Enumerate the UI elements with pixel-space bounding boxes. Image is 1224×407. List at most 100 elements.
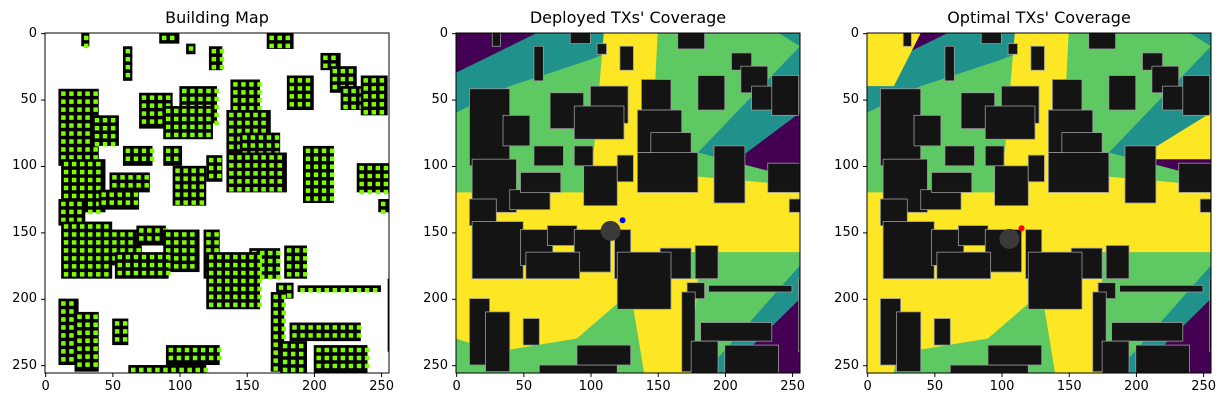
building <box>1027 154 1045 183</box>
rooftop-marker <box>93 91 98 96</box>
rooftop-marker <box>139 236 144 241</box>
y-tick-label: 250 <box>423 357 448 373</box>
rooftop-marker <box>141 95 147 100</box>
rooftop-marker <box>112 175 117 180</box>
rooftop-marker <box>329 188 335 193</box>
building <box>61 221 113 279</box>
rooftop-marker <box>273 294 278 300</box>
rooftop-marker <box>88 248 93 253</box>
rooftop-marker <box>63 272 69 277</box>
rooftop-marker <box>175 192 180 197</box>
rooftop-marker <box>316 288 321 293</box>
rooftop-marker <box>96 264 101 269</box>
building <box>573 105 625 140</box>
rooftop-marker <box>174 116 179 122</box>
rooftop-marker <box>367 181 372 187</box>
rooftop-marker <box>63 185 69 191</box>
rooftop-marker <box>85 338 90 343</box>
rooftop-marker <box>289 78 295 83</box>
rooftop-marker <box>136 183 141 188</box>
rooftop-marker <box>104 224 109 229</box>
rooftop-marker <box>128 240 133 245</box>
rooftop-marker <box>229 179 234 184</box>
rooftop-marker <box>63 169 69 175</box>
rooftop-marker <box>356 355 362 361</box>
rooftop-marker <box>125 156 131 162</box>
rooftop-marker <box>69 357 74 362</box>
rooftop-marker <box>211 56 217 62</box>
rooftop-marker <box>83 43 89 49</box>
rooftop-marker <box>375 181 381 187</box>
rooftop-marker <box>356 333 362 338</box>
rooftop-marker <box>199 184 205 189</box>
rooftop-marker <box>63 256 69 261</box>
rooftop-marker <box>182 240 187 245</box>
building <box>485 311 511 373</box>
rooftop-marker <box>277 35 282 41</box>
y-tick-label: 100 <box>423 158 448 174</box>
rooftop-marker <box>199 168 205 173</box>
panel-title: Optimal TXs' Coverage <box>947 8 1131 27</box>
rooftop-marker <box>187 367 192 373</box>
rooftop-marker <box>165 108 171 114</box>
rooftop-marker <box>61 325 66 330</box>
rooftop-marker <box>257 98 262 103</box>
rooftop-marker <box>285 35 291 41</box>
rooftop-marker <box>225 278 230 284</box>
rooftop-marker <box>249 90 254 95</box>
building <box>163 106 213 140</box>
rooftop-marker <box>308 288 313 293</box>
rooftop-marker <box>71 185 77 191</box>
rooftop-marker <box>96 224 101 229</box>
rooftop-marker <box>332 288 338 293</box>
rooftop-marker <box>233 82 238 87</box>
rooftop-marker <box>190 88 195 94</box>
rooftop-marker <box>245 187 250 192</box>
rooftop-marker <box>219 48 225 54</box>
rooftop-marker <box>85 91 90 96</box>
rooftop-marker <box>274 143 280 148</box>
building <box>1007 43 1018 55</box>
rooftop-marker <box>214 104 219 110</box>
rooftop-marker <box>79 169 85 175</box>
rooftop-marker <box>88 256 93 261</box>
rooftop-marker <box>375 189 381 195</box>
rooftop-marker <box>305 172 311 177</box>
rooftop-marker <box>249 302 254 308</box>
rooftop-marker <box>183 200 188 205</box>
transmitter-marker <box>1018 225 1025 232</box>
rooftop-marker <box>168 347 174 353</box>
rooftop-marker <box>286 264 292 269</box>
rooftop-marker <box>85 147 90 152</box>
y-tick-label: 100 <box>834 158 859 174</box>
rooftop-marker <box>125 56 131 62</box>
rooftop-marker <box>161 35 167 41</box>
rooftop-marker <box>168 355 174 361</box>
rooftop-marker <box>364 355 370 361</box>
rooftop-marker <box>250 143 256 148</box>
rooftop-marker <box>217 347 222 353</box>
rooftop-marker <box>313 156 319 162</box>
rooftop-marker <box>300 288 305 293</box>
rooftop-marker <box>217 355 222 361</box>
rooftop-marker <box>343 88 348 94</box>
rooftop-marker <box>367 173 372 179</box>
rooftop-marker <box>206 88 211 94</box>
rooftop-marker <box>71 224 77 229</box>
rooftop-marker <box>324 288 329 293</box>
rooftop-marker <box>257 294 262 300</box>
rooftop-marker <box>155 228 160 233</box>
rooftop-marker <box>190 264 195 269</box>
rooftop-marker <box>219 64 225 70</box>
rooftop-marker <box>61 217 66 223</box>
rooftop-marker <box>233 302 238 308</box>
rooftop-marker <box>356 288 362 293</box>
rooftop-marker <box>61 91 66 96</box>
rooftop-marker <box>266 143 272 148</box>
rooftop-marker <box>63 224 69 229</box>
rooftop-marker <box>61 107 66 112</box>
rooftop-marker <box>133 254 139 260</box>
rooftop-marker <box>175 168 180 173</box>
rooftop-marker <box>281 334 286 339</box>
building <box>502 114 531 147</box>
